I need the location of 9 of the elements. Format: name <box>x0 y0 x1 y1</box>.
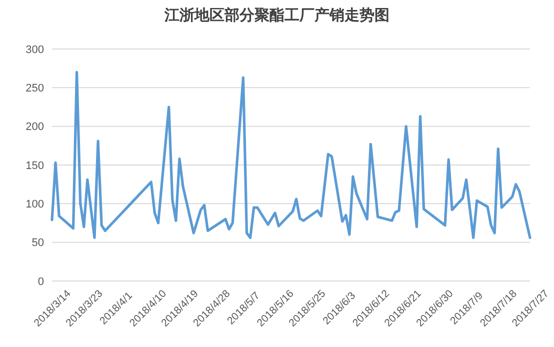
y-tick-label: 100 <box>26 198 44 211</box>
y-tick-label: 250 <box>26 82 44 95</box>
y-tick-label: 200 <box>26 121 44 134</box>
y-tick-label: 0 <box>38 276 44 288</box>
y-tick-label: 150 <box>26 160 44 172</box>
line-series <box>50 70 532 239</box>
chart-title: 江浙地区部分聚酯工厂产销走势图 <box>164 6 390 24</box>
y-tick-label: 300 <box>26 44 44 56</box>
y-tick-label: 50 <box>32 237 44 250</box>
